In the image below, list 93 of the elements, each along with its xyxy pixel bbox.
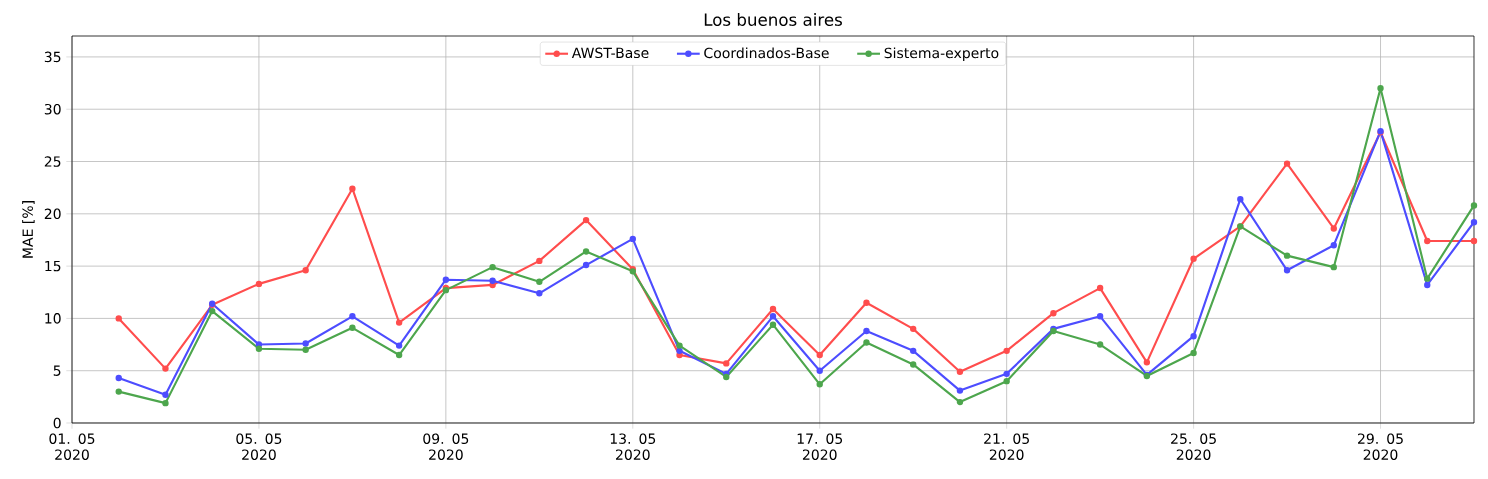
point — [115, 374, 122, 382]
y-tick-label: 20 — [44, 208, 61, 220]
point — [863, 339, 870, 346]
point — [395, 351, 403, 359]
point — [816, 381, 823, 388]
point — [582, 248, 590, 255]
point — [115, 315, 122, 322]
point — [1283, 252, 1291, 259]
point — [769, 321, 777, 328]
point — [769, 305, 777, 313]
point — [302, 340, 309, 347]
point — [1377, 85, 1384, 92]
chart-title: Los buenos aires — [704, 13, 842, 26]
legend-label: AWST-Base — [571, 47, 649, 59]
point — [956, 387, 964, 394]
point — [162, 365, 169, 372]
point — [1003, 377, 1010, 385]
point — [349, 324, 356, 332]
point — [1424, 281, 1431, 289]
point — [582, 216, 590, 224]
point — [162, 399, 169, 407]
point — [489, 277, 496, 284]
point — [676, 342, 683, 349]
point — [395, 342, 403, 349]
point — [536, 278, 543, 285]
point — [255, 341, 263, 348]
point — [863, 299, 870, 306]
point — [723, 360, 730, 367]
point — [1237, 195, 1244, 203]
point — [302, 267, 309, 274]
y-tick-label: 0 — [53, 417, 61, 429]
point — [816, 367, 823, 374]
point — [769, 313, 777, 320]
point — [1190, 349, 1197, 357]
point — [1330, 225, 1337, 232]
legend-label: Coordinados-Base — [704, 47, 829, 59]
x-tick-label: 01. 05 2020 — [49, 433, 95, 460]
legend-label: Sistema-experto — [884, 47, 999, 61]
x-tick-label: 17. 05 2020 — [797, 433, 843, 460]
y-tick-label: 10 — [45, 313, 61, 324]
y-axis-title: MAE [%] — [22, 201, 35, 258]
point — [489, 263, 496, 271]
point — [349, 313, 356, 320]
x-tick-label: 21. 05 2020 — [984, 433, 1029, 460]
point — [1330, 263, 1337, 271]
point — [1470, 202, 1478, 209]
point — [629, 235, 636, 243]
point — [349, 185, 356, 192]
point — [863, 327, 870, 335]
point — [956, 398, 964, 406]
point — [1283, 267, 1291, 274]
point — [1190, 255, 1197, 262]
point — [1003, 347, 1010, 355]
point — [255, 345, 263, 352]
point — [209, 307, 216, 315]
point — [162, 391, 169, 398]
x-tick-label: 09. 05 2020 — [423, 433, 469, 460]
y-tick-label: 5 — [53, 365, 61, 376]
point — [1190, 332, 1197, 340]
x-tick-label: 25. 05 2020 — [1171, 433, 1216, 460]
point — [676, 347, 683, 355]
point — [582, 261, 590, 269]
point — [115, 388, 122, 395]
point — [909, 325, 917, 333]
point — [395, 319, 403, 326]
point — [909, 347, 917, 355]
point — [536, 290, 543, 297]
point — [1470, 218, 1478, 226]
point — [1330, 241, 1337, 249]
point — [909, 361, 917, 368]
point — [1424, 237, 1431, 245]
x-tick-label: 05. 05 2020 — [236, 433, 282, 460]
point — [1096, 341, 1104, 348]
point — [1283, 160, 1291, 167]
x-tick-label: 13. 05 2020 — [610, 433, 656, 460]
point — [302, 346, 309, 353]
x-tick-label: 29. 05 2020 — [1358, 433, 1403, 460]
point — [255, 280, 263, 288]
point — [1050, 309, 1057, 317]
y-tick-label: 30 — [44, 103, 61, 115]
point — [442, 276, 450, 283]
point — [816, 351, 823, 359]
point — [1143, 359, 1151, 366]
y-tick-label: 25 — [44, 156, 61, 167]
point — [1003, 370, 1010, 378]
point — [956, 368, 964, 375]
y-tick-label: 35 — [44, 51, 61, 63]
point — [1424, 275, 1431, 282]
point — [1470, 237, 1478, 245]
point — [1096, 284, 1104, 292]
y-tick-label: 15 — [45, 260, 61, 272]
point — [536, 257, 543, 265]
point — [1096, 313, 1104, 320]
